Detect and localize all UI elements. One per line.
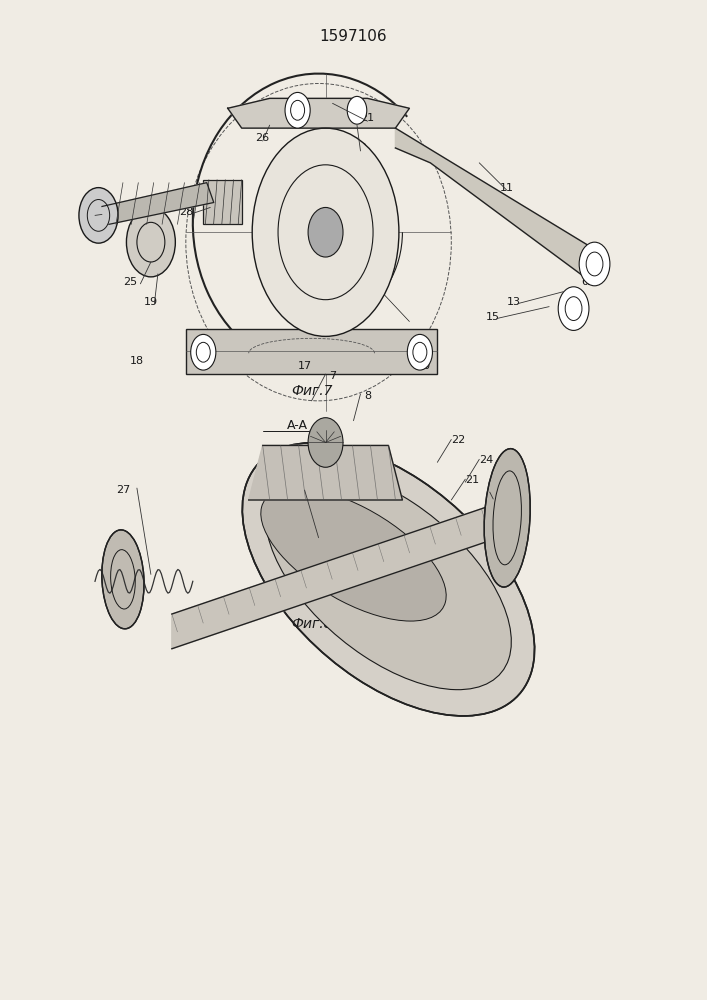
Polygon shape: [228, 98, 409, 128]
Circle shape: [579, 242, 610, 286]
Text: 23: 23: [493, 495, 508, 505]
Text: 10: 10: [354, 143, 368, 153]
Text: 18: 18: [130, 356, 144, 366]
Circle shape: [79, 188, 118, 243]
Circle shape: [308, 207, 343, 257]
Text: 7: 7: [329, 371, 336, 381]
Text: 27: 27: [88, 207, 102, 217]
Circle shape: [285, 92, 310, 128]
Polygon shape: [249, 445, 402, 500]
Ellipse shape: [484, 449, 530, 587]
Text: 17: 17: [298, 361, 312, 371]
Text: 26: 26: [256, 133, 270, 143]
Circle shape: [252, 128, 399, 336]
Text: 27: 27: [116, 485, 130, 495]
Text: 1597106: 1597106: [320, 29, 387, 44]
Text: 20: 20: [416, 361, 431, 371]
Text: 15: 15: [486, 312, 501, 322]
Circle shape: [191, 334, 216, 370]
Polygon shape: [102, 183, 214, 224]
Text: 19: 19: [144, 297, 158, 307]
Circle shape: [407, 334, 433, 370]
Circle shape: [559, 287, 589, 330]
Text: 8: 8: [364, 391, 371, 401]
Text: α~: α~: [582, 275, 600, 288]
Circle shape: [308, 418, 343, 467]
Bar: [186, 329, 438, 374]
Text: Фиг.7: Фиг.7: [291, 384, 332, 398]
Polygon shape: [395, 128, 605, 282]
Polygon shape: [172, 500, 507, 649]
Text: 24: 24: [479, 455, 493, 465]
Text: 26: 26: [312, 535, 326, 545]
Text: 28: 28: [179, 207, 193, 217]
FancyBboxPatch shape: [204, 180, 242, 224]
Text: 22: 22: [451, 435, 465, 445]
Text: 11: 11: [501, 183, 514, 193]
Ellipse shape: [102, 530, 144, 629]
Text: A-A: A-A: [287, 419, 308, 432]
Text: 21: 21: [361, 113, 375, 123]
Circle shape: [347, 96, 367, 124]
Ellipse shape: [261, 488, 446, 621]
Text: 13: 13: [507, 297, 521, 307]
Ellipse shape: [266, 469, 511, 690]
Text: 25: 25: [123, 277, 137, 287]
Text: 21: 21: [465, 475, 479, 485]
Text: Фиг.8: Фиг.8: [291, 617, 332, 631]
Circle shape: [127, 207, 175, 277]
Ellipse shape: [243, 443, 534, 716]
